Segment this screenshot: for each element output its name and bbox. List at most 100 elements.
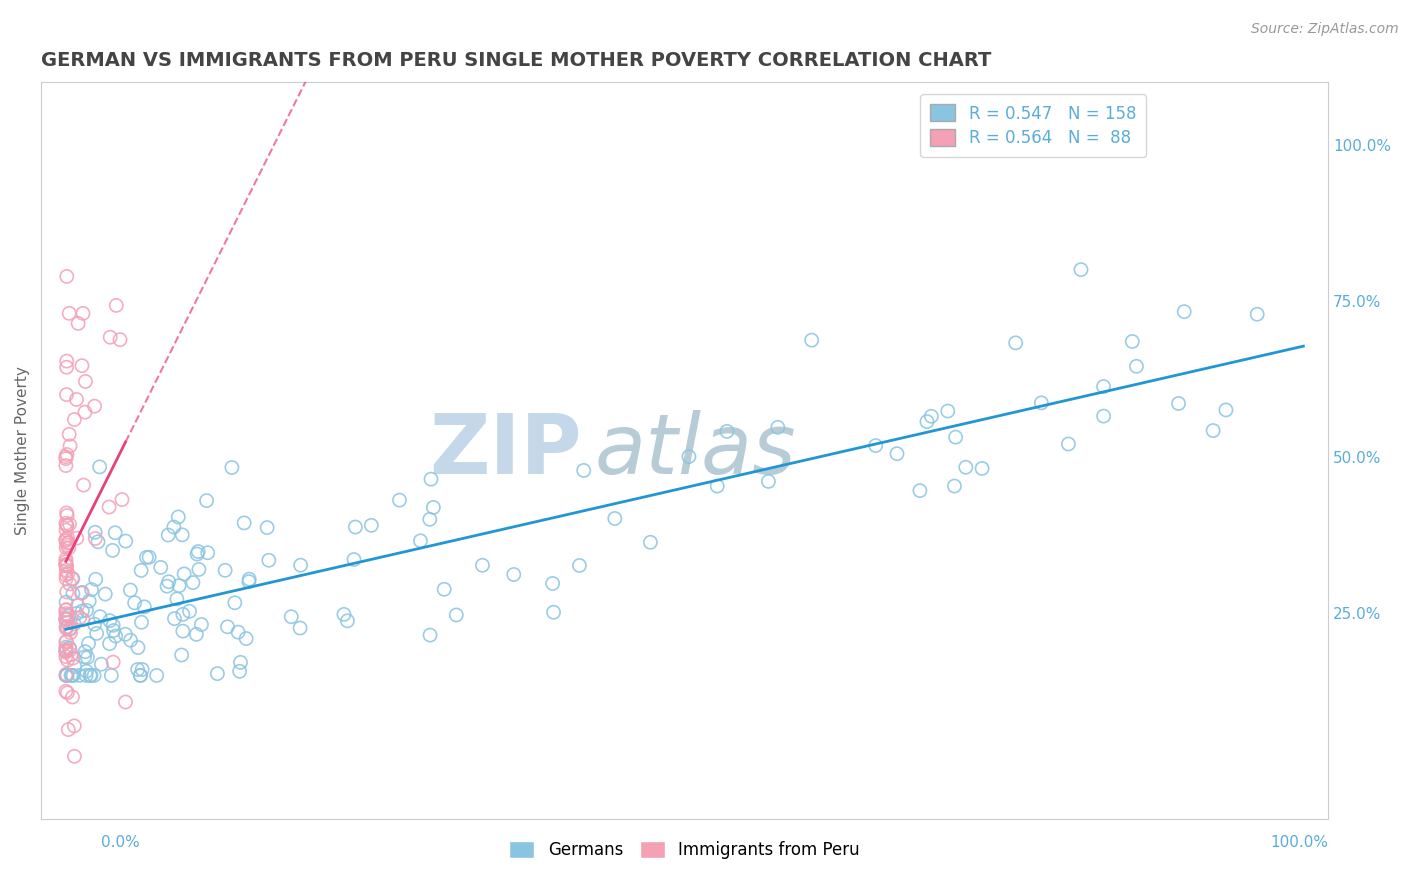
Point bbox=[58, 541, 80, 555]
Point bbox=[55, 668, 77, 682]
Point bbox=[186, 627, 208, 641]
Point bbox=[55, 644, 77, 658]
Text: 0.0%: 0.0% bbox=[101, 836, 141, 850]
Point bbox=[886, 447, 908, 461]
Point bbox=[75, 375, 97, 389]
Text: atlas: atlas bbox=[595, 410, 796, 491]
Point bbox=[76, 603, 98, 617]
Point bbox=[58, 306, 80, 320]
Point bbox=[59, 577, 82, 591]
Point bbox=[1125, 359, 1147, 374]
Point bbox=[1167, 396, 1189, 410]
Point bbox=[257, 553, 280, 567]
Point bbox=[76, 650, 98, 665]
Point bbox=[388, 493, 411, 508]
Point bbox=[800, 333, 823, 347]
Point bbox=[55, 649, 77, 664]
Point bbox=[80, 668, 103, 682]
Point bbox=[157, 528, 180, 542]
Point bbox=[90, 657, 112, 672]
Point bbox=[166, 591, 188, 606]
Legend: R = 0.547   N = 158, R = 0.564   N =  88: R = 0.547 N = 158, R = 0.564 N = 88 bbox=[920, 95, 1146, 157]
Point bbox=[1070, 262, 1092, 277]
Point bbox=[163, 612, 186, 626]
Point bbox=[156, 579, 179, 593]
Point bbox=[55, 635, 77, 649]
Point bbox=[716, 425, 738, 439]
Point bbox=[55, 533, 77, 547]
Point bbox=[101, 618, 124, 632]
Point bbox=[62, 690, 84, 704]
Point bbox=[98, 500, 121, 514]
Point bbox=[955, 460, 977, 475]
Point bbox=[419, 512, 441, 526]
Point bbox=[134, 599, 156, 614]
Point bbox=[69, 610, 91, 624]
Point bbox=[288, 621, 311, 635]
Point bbox=[55, 558, 77, 572]
Point bbox=[55, 552, 77, 566]
Point bbox=[333, 607, 356, 622]
Point bbox=[129, 668, 152, 682]
Point bbox=[56, 518, 79, 533]
Point bbox=[56, 668, 79, 682]
Point bbox=[55, 563, 77, 577]
Point bbox=[172, 624, 194, 639]
Point bbox=[238, 572, 260, 586]
Point bbox=[87, 534, 110, 549]
Point bbox=[65, 392, 87, 407]
Point bbox=[77, 636, 100, 650]
Point bbox=[945, 430, 967, 444]
Point bbox=[1173, 304, 1195, 318]
Text: Source: ZipAtlas.com: Source: ZipAtlas.com bbox=[1251, 22, 1399, 37]
Point bbox=[59, 643, 82, 657]
Point bbox=[98, 637, 121, 651]
Point bbox=[120, 633, 142, 648]
Point bbox=[127, 640, 149, 655]
Point bbox=[73, 405, 96, 419]
Point bbox=[101, 655, 124, 669]
Point bbox=[336, 614, 359, 628]
Point bbox=[197, 546, 219, 560]
Point bbox=[187, 544, 209, 558]
Point bbox=[114, 627, 136, 641]
Point bbox=[77, 594, 100, 608]
Point bbox=[226, 625, 249, 640]
Point bbox=[55, 585, 77, 599]
Point bbox=[706, 479, 728, 493]
Point bbox=[446, 607, 468, 622]
Point bbox=[83, 399, 105, 413]
Point bbox=[55, 620, 77, 634]
Point bbox=[56, 686, 79, 700]
Point bbox=[678, 450, 700, 464]
Point bbox=[936, 404, 959, 418]
Point bbox=[1215, 403, 1237, 417]
Point bbox=[409, 533, 432, 548]
Point bbox=[1121, 334, 1143, 349]
Point bbox=[55, 572, 77, 586]
Point bbox=[214, 563, 236, 577]
Point bbox=[56, 508, 79, 523]
Point bbox=[360, 518, 382, 533]
Point bbox=[59, 625, 82, 640]
Point bbox=[55, 607, 77, 621]
Point bbox=[758, 475, 780, 489]
Point bbox=[572, 463, 595, 477]
Point bbox=[103, 624, 125, 638]
Y-axis label: Single Mother Poverty: Single Mother Poverty bbox=[15, 367, 30, 535]
Point bbox=[55, 595, 77, 609]
Point bbox=[84, 572, 107, 586]
Point bbox=[55, 450, 77, 464]
Point bbox=[60, 572, 83, 586]
Point bbox=[66, 607, 89, 621]
Point bbox=[55, 559, 77, 574]
Point bbox=[56, 566, 79, 581]
Point bbox=[75, 645, 97, 659]
Point bbox=[138, 550, 160, 565]
Point bbox=[420, 472, 443, 486]
Point bbox=[419, 628, 441, 642]
Point bbox=[238, 574, 260, 589]
Point bbox=[66, 599, 89, 613]
Point bbox=[89, 459, 111, 474]
Point bbox=[98, 330, 121, 344]
